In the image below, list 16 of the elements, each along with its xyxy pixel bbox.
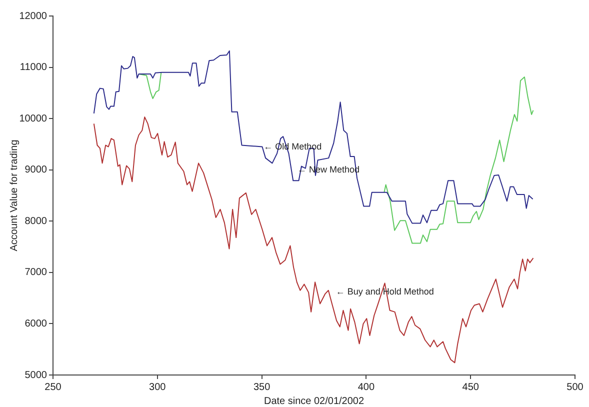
x-tick-label: 350 (253, 382, 271, 393)
y-tick-label: 6000 (24, 318, 48, 330)
y-axis-title: Account Value for trading (8, 140, 20, 252)
y-tick-label: 12000 (19, 10, 48, 22)
y-tick-label: 11000 (20, 62, 48, 74)
x-tick-label: 250 (44, 382, 62, 393)
x-tick-label: 400 (358, 382, 375, 393)
y-tick-label: 5000 (24, 370, 48, 381)
y-tick-label: 8000 (24, 216, 48, 227)
x-axis-title: Date since 02/01/2002 (264, 396, 364, 407)
y-tick-label: 9000 (24, 164, 48, 176)
y-tick-label: 10000 (19, 113, 48, 124)
x-tick-label: 300 (149, 382, 166, 393)
x-tick-label: 500 (566, 382, 584, 393)
y-tick-label: 7000 (24, 267, 48, 278)
x-tick-label: 450 (462, 382, 480, 393)
